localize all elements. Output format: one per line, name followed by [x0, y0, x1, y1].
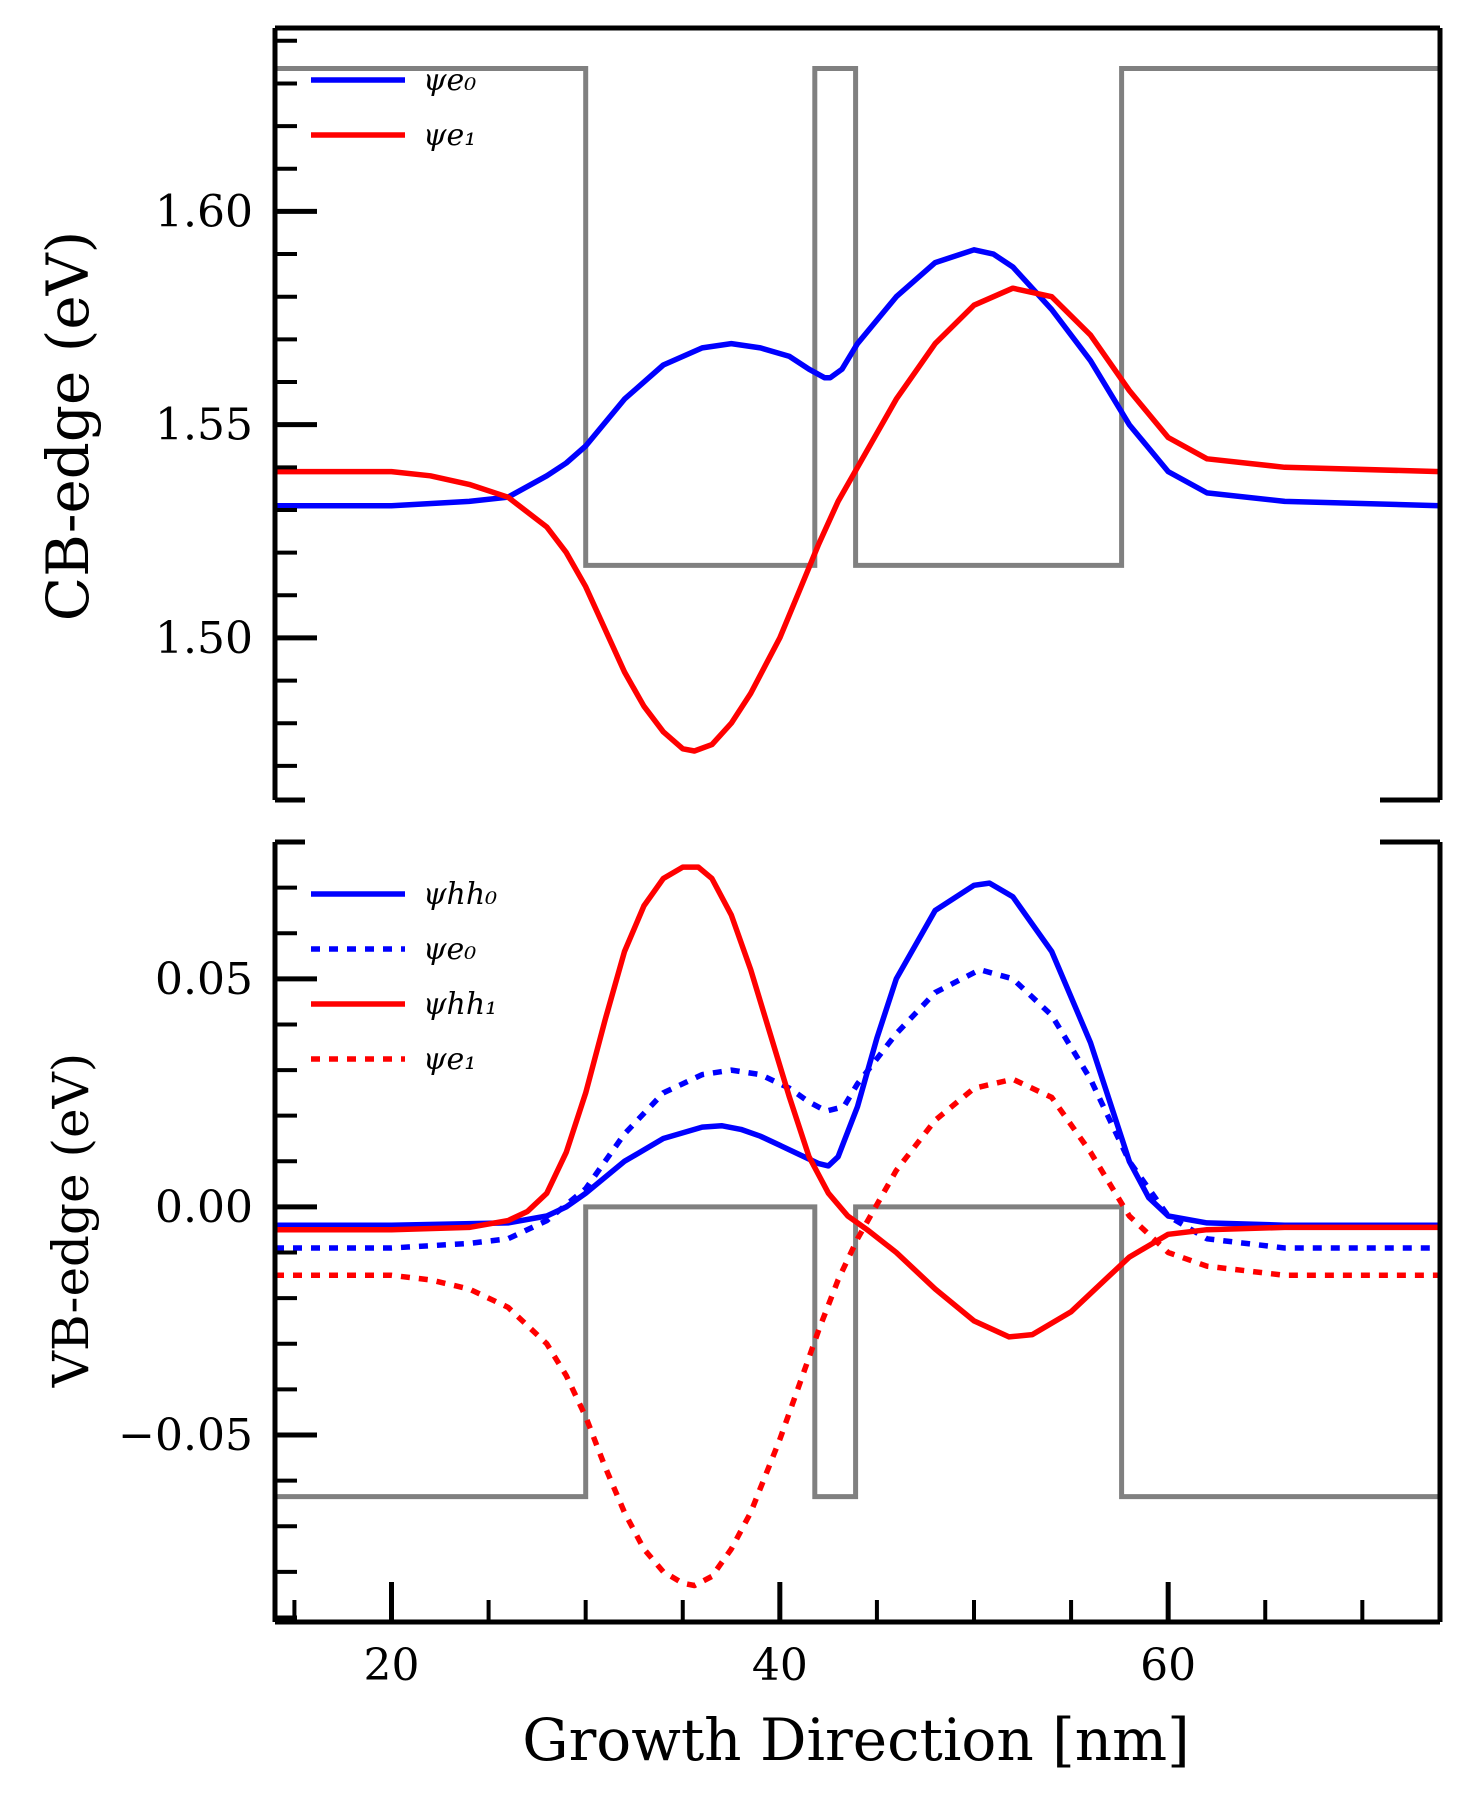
y-tick-label: 1.60 — [155, 186, 253, 237]
y-tick-label: 0.05 — [155, 954, 253, 1005]
series-line-1 — [275, 880, 1440, 1228]
legend-label: ψe₁ — [423, 118, 476, 153]
vb-edge-panel: −0.05 0.00 0.05 20 40 60 ψhh₀ ψe₀ ψhh₁ ψe₁ — [118, 839, 1443, 1691]
series-line-2 — [275, 966, 1440, 1251]
legend-label: ψhh₁ — [423, 987, 497, 1022]
x-tick-label: 60 — [1140, 1640, 1196, 1691]
vb-edge-y-axis-label: VB-edge (eV) — [42, 1053, 100, 1388]
series-line-3 — [275, 864, 1440, 1340]
y-tick-label: 0.00 — [155, 1182, 253, 1233]
cb-edge-y-axis-label: CB-edge (eV) — [34, 231, 102, 621]
x-axis-label: Growth Direction [nm] — [522, 1706, 1189, 1774]
y-tick-label: 1.50 — [155, 613, 253, 664]
x-tick-label: 40 — [752, 1640, 808, 1691]
legend-label: ψe₀ — [423, 932, 476, 967]
legend-label: ψhh₀ — [423, 877, 497, 912]
y-tick-label: 1.55 — [155, 400, 253, 451]
legend: ψe₀ ψe₁ — [311, 63, 476, 153]
legend-label: ψe₀ — [423, 63, 476, 98]
legend: ψhh₀ ψe₀ ψhh₁ ψe₁ — [311, 877, 497, 1077]
cb-edge-panel: 1.50 1.55 1.60 ψe₀ ψe₁ — [155, 25, 1443, 803]
x-tick-label: 20 — [364, 1640, 420, 1691]
band-edge-line — [275, 1204, 1440, 1500]
series-line-2 — [275, 285, 1441, 754]
series-line-1 — [275, 247, 1441, 509]
y-tick-label: −0.05 — [118, 1410, 253, 1461]
band-edge-line — [275, 66, 1440, 568]
legend-label: ψe₁ — [423, 1042, 476, 1077]
